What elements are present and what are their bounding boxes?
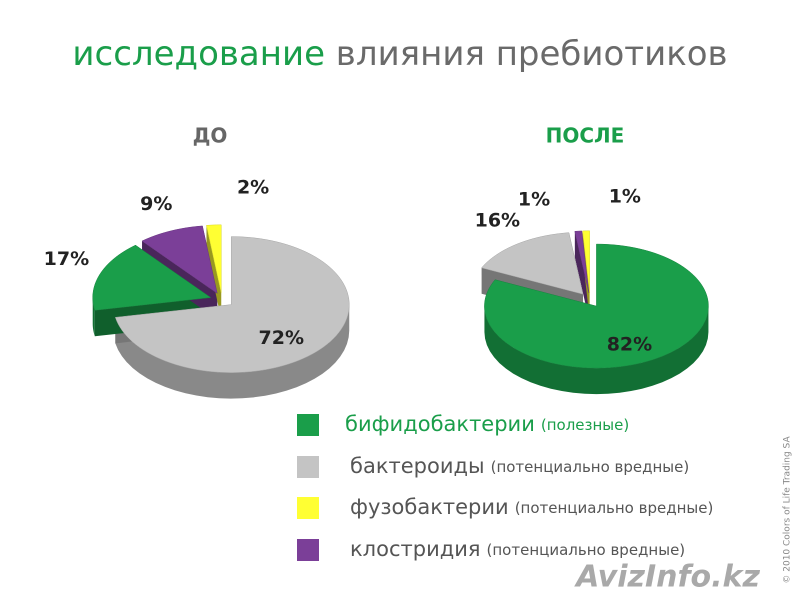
- value-label: 17%: [44, 248, 89, 270]
- pie-slice: [206, 224, 222, 293]
- title-rest: влияния пребиотиков: [336, 34, 728, 74]
- slice-side: [484, 306, 709, 395]
- legend-entry: клостридия (потенциально вредные): [350, 537, 685, 561]
- pies: 72%17%9%2%82%16%1% 1%: [44, 176, 709, 399]
- legend-swatch: [297, 414, 319, 436]
- value-label: 16%: [475, 209, 520, 231]
- value-label: 9%: [140, 193, 172, 215]
- legend-name: бактероиды: [350, 454, 485, 478]
- pie-slice: [574, 230, 590, 293]
- pie-slice: [484, 243, 709, 369]
- legend-entry: бифидобактерии (полезные): [345, 412, 629, 436]
- value-label: 2%: [237, 176, 269, 198]
- pie-slice: [481, 232, 584, 295]
- legend-entry: бактероиды (потенциально вредные): [350, 454, 689, 478]
- copyright: © 2010 Colors of Life Trading SA: [783, 436, 793, 584]
- legend-entry: фузобактерии (потенциально вредные): [350, 495, 713, 519]
- value-label: 1%: [609, 186, 641, 208]
- slice-cut: [206, 225, 222, 319]
- legend-name: клостридия: [350, 537, 481, 561]
- slice-side: [115, 304, 350, 399]
- slice-side: [92, 297, 95, 337]
- legend-note: (полезные): [541, 416, 629, 434]
- legend-name: фузобактерии: [350, 495, 509, 519]
- pie-slice: [92, 244, 212, 311]
- legend: бифидобактерии (полезные) бактероиды (потен…: [297, 412, 713, 561]
- slice-cut: [574, 231, 589, 319]
- value-label: 82%: [607, 333, 652, 355]
- pie-title: ДО: [193, 124, 228, 148]
- legend-swatch: [297, 497, 319, 519]
- legend-swatch: [297, 456, 319, 478]
- slide-title: исследование влияния пребиотиков: [72, 34, 727, 74]
- watermark: AvizInfo.kz: [574, 560, 760, 595]
- value-label: 1%: [518, 189, 550, 211]
- value-label: 72%: [259, 327, 304, 349]
- legend-note: (потенциально вредные): [487, 541, 686, 559]
- legend-name: бифидобактерии: [345, 412, 535, 436]
- pie-title: ПОСЛЕ: [546, 124, 625, 148]
- legend-note: (потенциально вредные): [491, 458, 690, 476]
- legend-note: (потенциально вредные): [515, 499, 714, 517]
- legend-swatch: [297, 539, 319, 561]
- pie-slice: [141, 225, 218, 294]
- pie-slice: [114, 236, 350, 373]
- title-highlight: исследование: [72, 34, 325, 74]
- pie-slice: [582, 230, 590, 293]
